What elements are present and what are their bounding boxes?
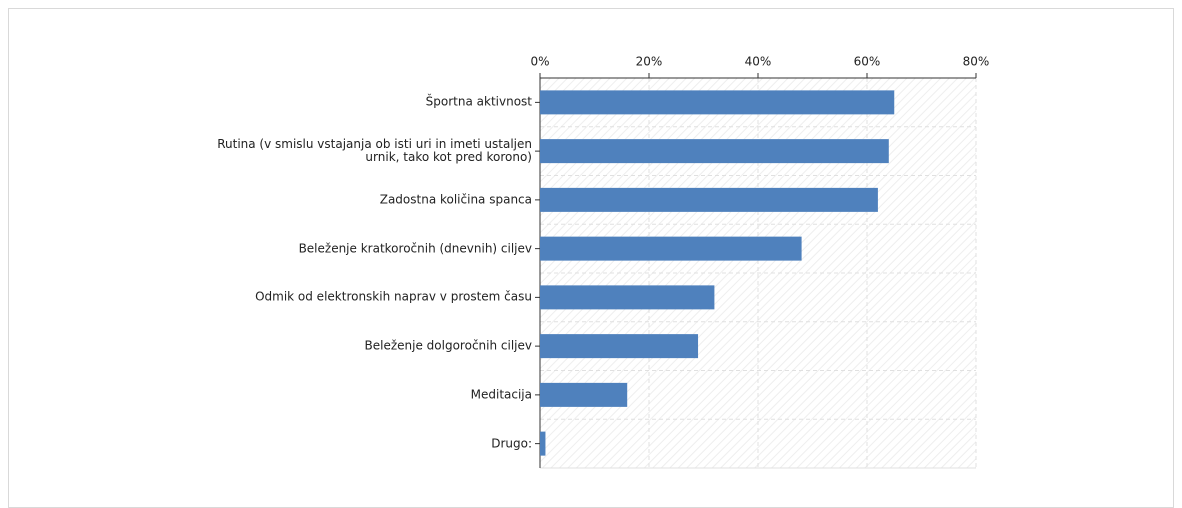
y-tick-label: Meditacija xyxy=(470,387,532,402)
y-tick-label: Športna aktivnost xyxy=(425,94,532,109)
bar xyxy=(540,334,699,359)
x-tick-label: 60% xyxy=(854,55,881,69)
y-tick-label: Drugo: xyxy=(491,436,532,451)
x-tick-label: 80% xyxy=(963,55,990,69)
y-tick-label: Beleženje dolgoročnih ciljev xyxy=(364,338,532,353)
x-tick-label: 0% xyxy=(530,55,549,69)
bar xyxy=(540,285,715,310)
y-tick-label: Zadostna količina spanca xyxy=(379,192,532,207)
bar xyxy=(540,187,878,212)
bar xyxy=(540,90,895,115)
x-tick-label: 20% xyxy=(636,55,663,69)
bar xyxy=(540,236,802,261)
y-tick-label: Rutina (v smislu vstajanja ob isti uri i… xyxy=(217,137,532,165)
y-tick-label: Beleženje kratkoročnih (dnevnih) ciljev xyxy=(298,241,532,256)
bar xyxy=(540,431,546,456)
bar xyxy=(540,139,889,164)
x-tick-label: 40% xyxy=(745,55,772,69)
y-tick-label: Odmik od elektronskih naprav v prostem č… xyxy=(255,289,532,304)
bar xyxy=(540,382,628,407)
